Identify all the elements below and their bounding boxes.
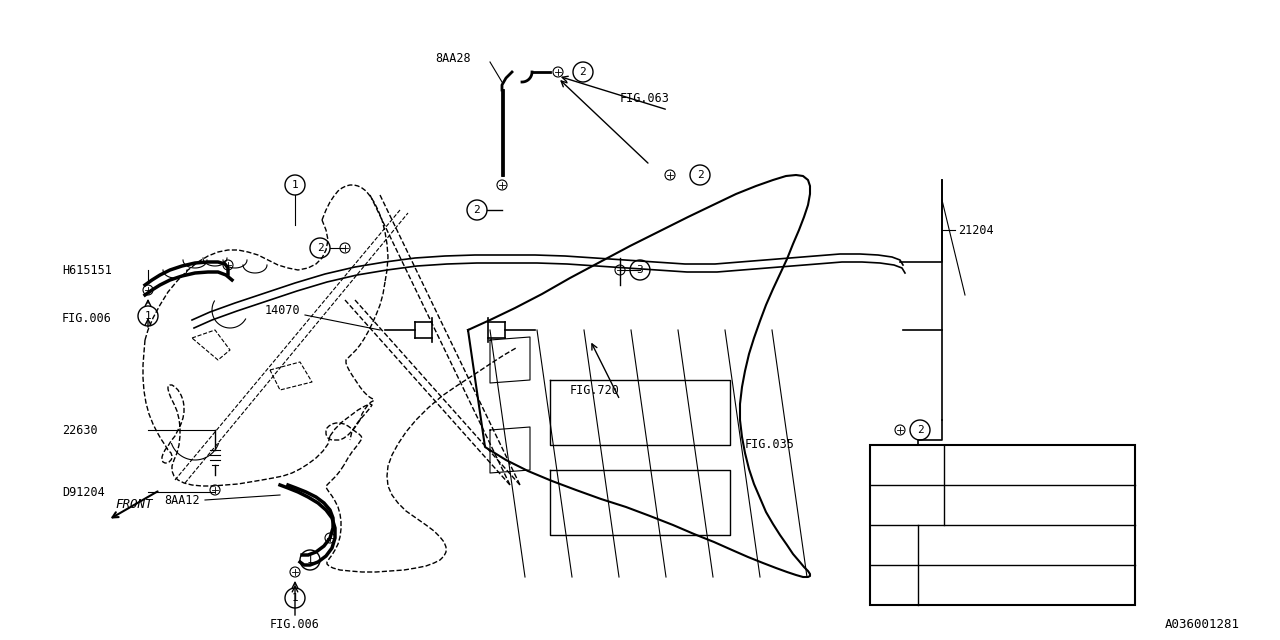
Text: 1: 1 <box>292 593 298 603</box>
Text: 8AA12: 8AA12 <box>164 493 200 506</box>
Text: 14070: 14070 <box>265 303 300 317</box>
Text: FIG.006: FIG.006 <box>270 618 320 632</box>
Text: 1: 1 <box>307 555 314 565</box>
Text: 3: 3 <box>636 265 644 275</box>
Text: FIG.720: FIG.720 <box>570 383 620 397</box>
Text: 2: 2 <box>916 425 923 435</box>
Text: 1: 1 <box>292 180 298 190</box>
Text: A036001281: A036001281 <box>1165 618 1240 632</box>
Text: 2: 2 <box>474 205 480 215</box>
Text: 22630: 22630 <box>61 424 97 436</box>
Text: 3: 3 <box>891 560 897 570</box>
Text: H615151: H615151 <box>61 264 111 276</box>
Text: 1: 1 <box>904 460 910 470</box>
Text: D91204: D91204 <box>61 486 105 499</box>
Text: FIG.006: FIG.006 <box>61 312 111 324</box>
Text: 1: 1 <box>145 311 151 321</box>
Text: FRONT: FRONT <box>115 499 152 511</box>
Text: FIG.063: FIG.063 <box>620 92 669 104</box>
Text: 21204: 21204 <box>957 223 993 237</box>
Text: 2: 2 <box>580 67 586 77</box>
Text: F92209: F92209 <box>952 458 997 472</box>
Text: 2: 2 <box>696 170 704 180</box>
Text: 0923S: 0923S <box>952 499 989 511</box>
Text: FIG.035: FIG.035 <box>745 438 795 451</box>
Text: J2088 (’15MY1409- ): J2088 (’15MY1409- ) <box>925 580 1053 590</box>
Text: 8AA28: 8AA28 <box>435 51 471 65</box>
Bar <box>870 445 1135 605</box>
Text: 2: 2 <box>904 500 910 510</box>
Text: 0104S ( -’15MY1409): 0104S ( -’15MY1409) <box>925 540 1053 550</box>
Text: 2: 2 <box>316 243 324 253</box>
